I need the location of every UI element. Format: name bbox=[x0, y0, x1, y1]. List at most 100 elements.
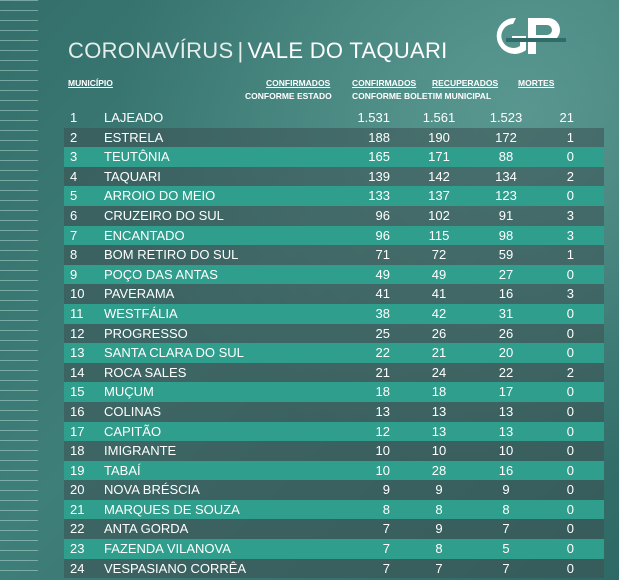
confirmed-municipal: 142 bbox=[428, 168, 450, 184]
table-row: 9 POÇO DAS ANTAS 49 49 27 0 bbox=[64, 264, 604, 285]
confirmed-municipal: 1.561 bbox=[422, 110, 456, 125]
deaths: 0 bbox=[566, 521, 574, 537]
deaths: 2 bbox=[566, 364, 574, 380]
municipality-name: ENCANTADO bbox=[104, 227, 185, 243]
confirmed-municipal: 72 bbox=[431, 247, 447, 263]
municipality-table: 1 LAJEADO 1.531 1.561 1.523 21 2 ESTRELA 188 190 1… bbox=[64, 108, 604, 579]
municipality-name: CRUZEIRO DO SUL bbox=[104, 207, 224, 223]
confirmed-state: 9 bbox=[382, 482, 390, 498]
recovered: 17 bbox=[498, 384, 514, 400]
municipality-name: SANTA CLARA DO SUL bbox=[104, 345, 244, 361]
recovered: 13 bbox=[498, 403, 514, 419]
recovered: 5 bbox=[502, 541, 510, 557]
confirmed-state: 38 bbox=[375, 305, 390, 321]
recovered: 7 bbox=[502, 521, 510, 537]
confirmed-state: 139 bbox=[368, 168, 390, 184]
municipality-name: ARROIO DO MEIO bbox=[104, 188, 216, 204]
deaths: 0 bbox=[566, 403, 574, 419]
confirmed-municipal: 41 bbox=[431, 286, 447, 302]
confirmed-state: 96 bbox=[375, 207, 390, 223]
confirmed-state: 10 bbox=[375, 443, 390, 459]
confirmed-municipal: 115 bbox=[428, 227, 450, 243]
gp-logo bbox=[496, 17, 566, 54]
deaths: 1 bbox=[566, 129, 574, 145]
table-row: 6 CRUZEIRO DO SUL 96 102 91 3 bbox=[64, 205, 604, 226]
confirmed-municipal: 171 bbox=[428, 149, 450, 165]
deaths: 0 bbox=[566, 149, 574, 165]
confirmed-state: 1.531 bbox=[357, 110, 390, 125]
confirmed-municipal: 9 bbox=[435, 482, 443, 498]
deaths: 0 bbox=[566, 541, 574, 557]
confirmed-state: 7 bbox=[382, 541, 390, 557]
recovered: 13 bbox=[498, 423, 514, 439]
municipality-name: ANTA GORDA bbox=[104, 521, 189, 537]
table-row: 24 VESPASIANO CORRÊA 7 7 7 0 bbox=[64, 558, 604, 579]
recovered: 7 bbox=[502, 560, 510, 576]
table-row: 5 ARROIO DO MEIO 133 137 123 0 bbox=[64, 186, 604, 206]
row-number: 1 bbox=[70, 110, 78, 125]
municipality-name: CAPITÃO bbox=[104, 423, 162, 439]
recovered: 26 bbox=[498, 325, 514, 341]
row-number: 9 bbox=[70, 266, 78, 282]
table-row: 16 COLINAS 13 13 13 0 bbox=[64, 401, 604, 422]
confirmed-municipal: 8 bbox=[435, 541, 443, 557]
confirmed-municipal: 21 bbox=[431, 345, 447, 361]
deaths: 0 bbox=[566, 345, 574, 361]
confirmed-municipal: 49 bbox=[431, 266, 447, 282]
confirmed-state: 7 bbox=[382, 521, 390, 537]
deaths: 0 bbox=[566, 325, 574, 341]
table-row: 21 MARQUES DE SOUZA 8 8 8 0 bbox=[64, 499, 604, 520]
confirmed-municipal: 24 bbox=[431, 364, 447, 380]
confirmed-municipal: 13 bbox=[431, 403, 447, 419]
municipality-name: MUÇUM bbox=[104, 384, 154, 400]
confirmed-municipal: 8 bbox=[435, 501, 443, 517]
title-main: CORONAVÍRUS bbox=[68, 38, 234, 63]
confirmed-state: 12 bbox=[375, 423, 390, 439]
confirmed-state: 18 bbox=[375, 384, 390, 400]
row-number: 13 bbox=[70, 345, 85, 361]
table-row: 12 PROGRESSO 25 26 26 0 bbox=[64, 323, 604, 344]
deaths: 3 bbox=[566, 286, 574, 302]
municipality-name: MARQUES DE SOUZA bbox=[104, 501, 240, 517]
table-row: 22 ANTA GORDA 7 9 7 0 bbox=[64, 519, 604, 540]
confirmed-municipal: 26 bbox=[431, 325, 447, 341]
municipality-name: PAVERAMA bbox=[104, 286, 175, 302]
row-number: 11 bbox=[70, 305, 84, 321]
row-number: 2 bbox=[70, 129, 78, 145]
confirmed-municipal: 190 bbox=[428, 129, 450, 145]
recovered: 59 bbox=[498, 247, 514, 263]
municipality-name: BOM RETIRO DO SUL bbox=[104, 247, 239, 263]
header-municipio: MUNICÍPIO bbox=[68, 78, 113, 88]
recovered: 8 bbox=[502, 501, 510, 517]
deaths: 0 bbox=[566, 423, 574, 439]
confirmed-state: 41 bbox=[375, 286, 390, 302]
recovered: 22 bbox=[498, 364, 514, 380]
municipality-name: LAJEADO bbox=[104, 110, 164, 125]
deaths: 21 bbox=[559, 110, 574, 125]
municipality-name: VESPASIANO CORRÊA bbox=[104, 560, 247, 576]
table-row: 14 ROCA SALES 21 24 22 2 bbox=[64, 362, 604, 383]
confirmed-municipal: 13 bbox=[431, 423, 447, 439]
municipality-name: PROGRESSO bbox=[104, 325, 188, 341]
table-row: 1 LAJEADO 1.531 1.561 1.523 21 bbox=[64, 108, 604, 128]
row-number: 6 bbox=[70, 207, 78, 223]
table-row: 7 ENCANTADO 96 115 98 3 bbox=[64, 225, 604, 246]
recovered: 16 bbox=[498, 286, 514, 302]
table-row: 3 TEUTÔNIA 165 171 88 0 bbox=[64, 147, 604, 167]
recovered: 88 bbox=[498, 149, 514, 165]
row-number: 3 bbox=[70, 149, 78, 165]
confirmed-state: 13 bbox=[375, 403, 390, 419]
recovered: 91 bbox=[498, 207, 514, 223]
row-number: 8 bbox=[70, 247, 78, 263]
table-row: 4 TAQUARI 139 142 134 2 bbox=[64, 166, 604, 187]
header-confirmados-boletim: CONFIRMADOS bbox=[352, 78, 417, 88]
deaths: 3 bbox=[566, 227, 574, 243]
deaths: 0 bbox=[566, 462, 574, 478]
row-number: 19 bbox=[70, 462, 85, 478]
row-number: 5 bbox=[70, 188, 78, 204]
row-number: 7 bbox=[70, 227, 78, 243]
municipality-name: ESTRELA bbox=[104, 129, 164, 145]
row-number: 15 bbox=[70, 384, 85, 400]
row-number: 23 bbox=[70, 541, 85, 557]
recovered: 27 bbox=[498, 266, 514, 282]
